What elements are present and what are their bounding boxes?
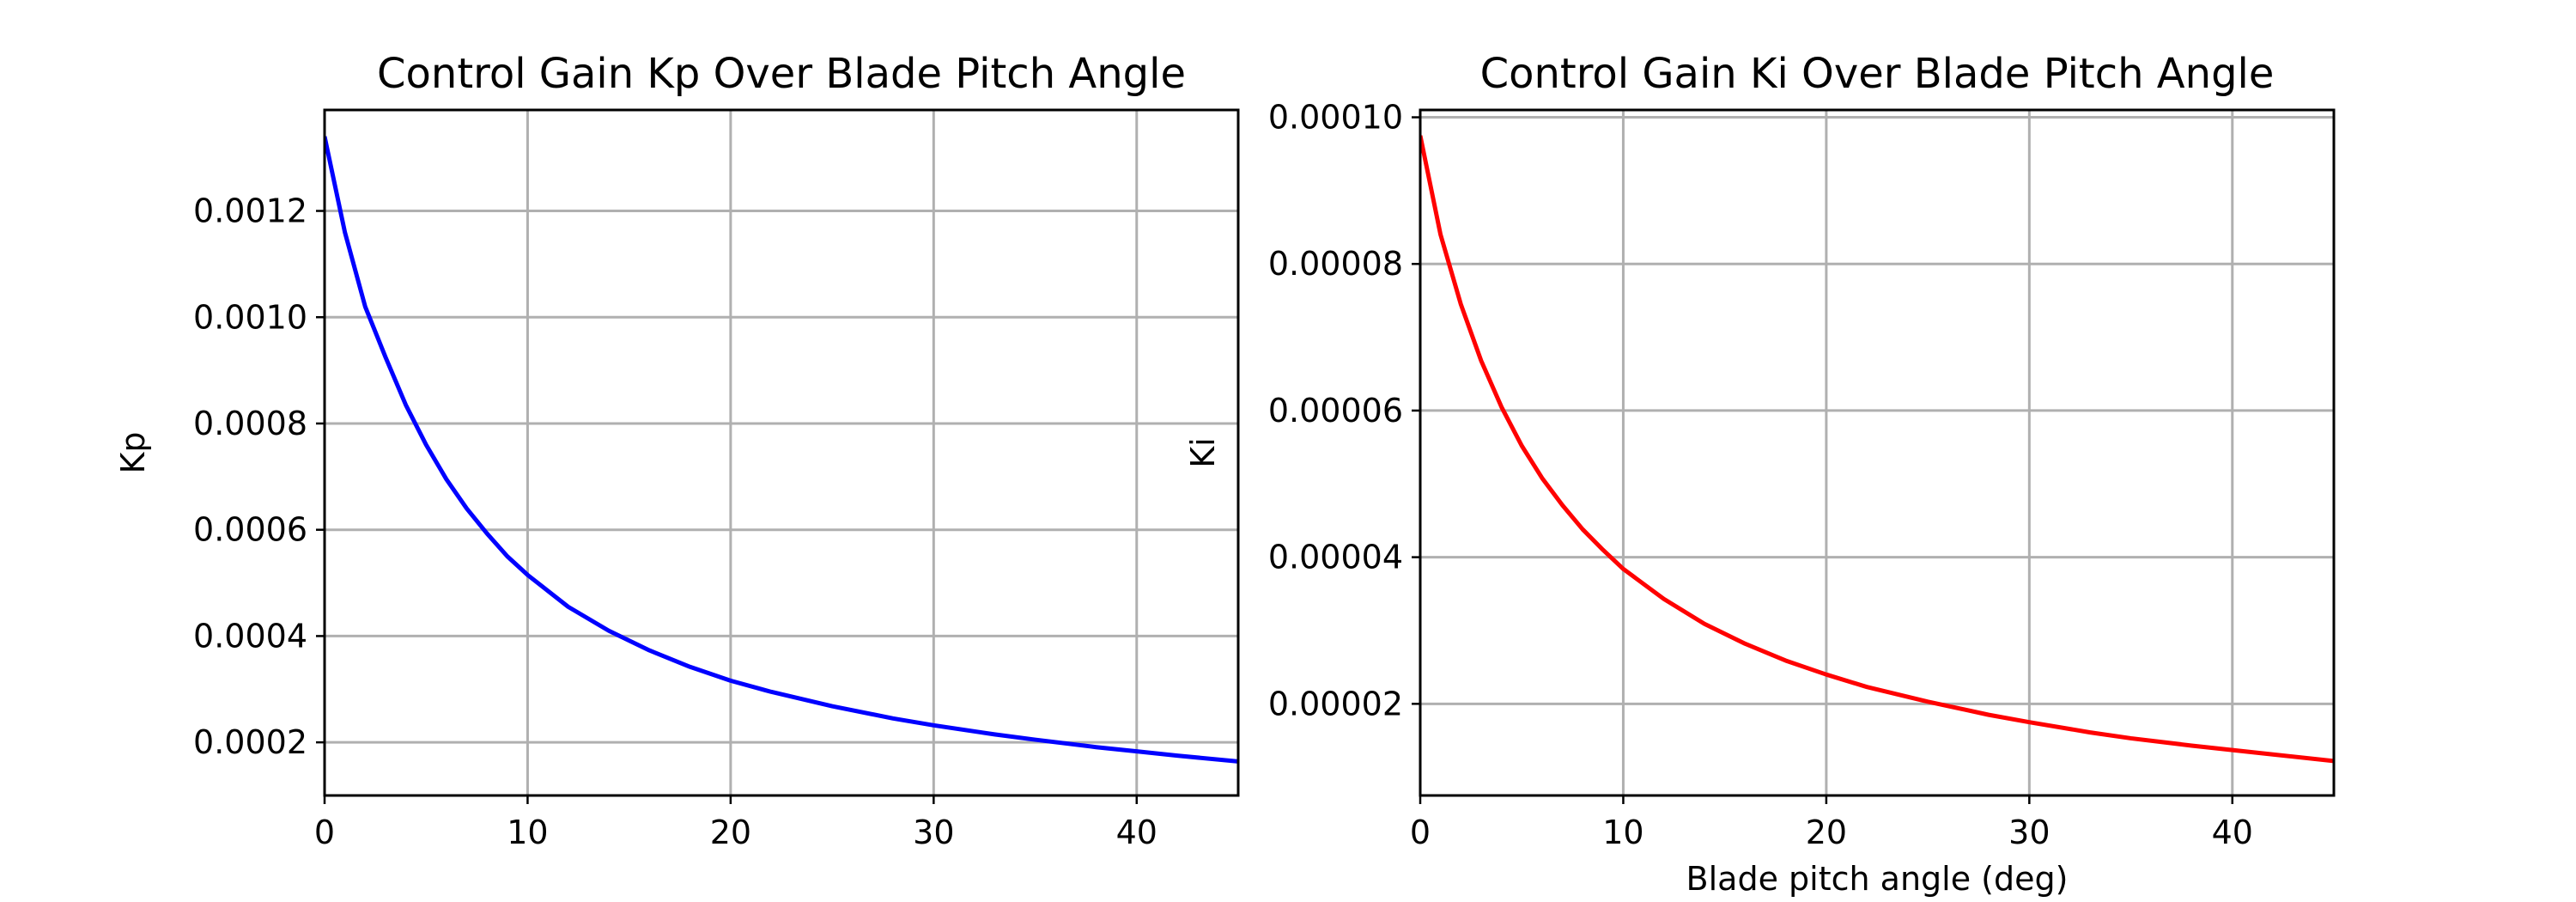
kp-x-tick-label: 20 [710,814,751,851]
ki-chart: 0 10 20 30 40 0.00002 0.00004 0.00006 0.00008 0.0… [1184,50,2336,898]
kp-series-line [325,136,1238,764]
kp-y-tick-label: 0.0002 [193,723,307,761]
kp-y-axis-label: Kp [114,431,152,473]
ki-y-axis-label: Ki [1184,437,1222,467]
kp-chart: 0 10 20 30 40 0.0002 0.0004 0.0006 0.0008 0.0010 0… [114,50,1240,851]
kp-x-tick-label: 0 [314,814,335,851]
kp-plot-frame [323,108,1240,797]
ki-x-axis-label: Blade pitch angle (deg) [1686,860,2069,898]
kp-y-tick-label: 0.0012 [193,192,307,230]
kp-y-tick-label: 0.0010 [193,298,307,336]
kp-x-tick-label: 30 [913,814,954,851]
ki-y-tick-label: 0.00004 [1268,539,1403,576]
ki-y-tick-label: 0.00010 [1268,99,1403,137]
ki-x-tick-label: 20 [1806,814,1847,851]
kp-x-tick-label: 10 [507,814,548,851]
ki-y-tick-label: 0.00008 [1268,245,1403,283]
kp-x-tick-label: 40 [1116,814,1157,851]
kp-chart-title: Control Gain Kp Over Blade Pitch Angle [377,50,1186,98]
ki-plot-frame [1419,108,2336,797]
ki-chart-title: Control Gain Ki Over Blade Pitch Angle [1480,50,2275,98]
ki-x-tick-label: 40 [2212,814,2253,851]
ki-x-tick-label: 10 [1602,814,1643,851]
ki-x-tick-label: 30 [2008,814,2050,851]
ki-series-line [1420,135,2334,764]
kp-y-tick-label: 0.0006 [193,511,307,549]
ki-x-tick-label: 0 [1410,814,1431,851]
ki-y-tick-label: 0.00006 [1268,392,1403,430]
kp-y-tick-label: 0.0004 [193,617,307,655]
kp-y-tick-label: 0.0008 [193,405,307,442]
ki-y-tick-label: 0.00002 [1268,685,1403,722]
